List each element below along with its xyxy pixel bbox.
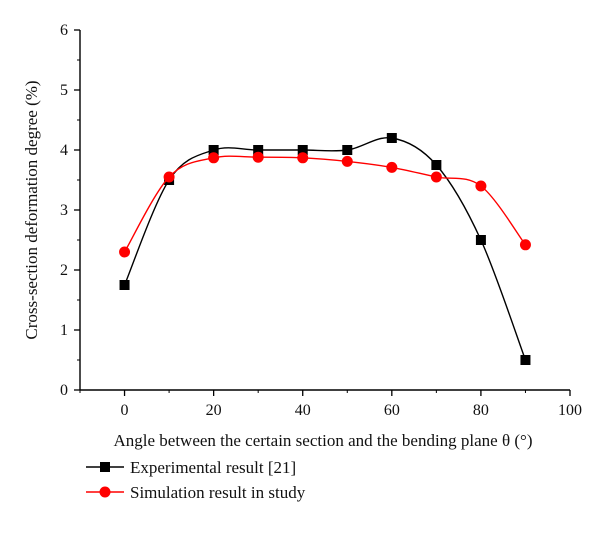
x-axis-title: Angle between the certain section and th… — [113, 431, 532, 450]
x-tick-label: 80 — [473, 402, 489, 419]
simulation-data-point — [208, 152, 220, 164]
experimental-data-point — [342, 145, 353, 155]
y-tick-label: 0 — [60, 382, 68, 399]
y-tick-label: 4 — [60, 142, 68, 159]
experimental-data-point — [208, 145, 219, 155]
simulation-data-point — [430, 171, 442, 183]
experimental-data-point — [386, 133, 397, 143]
y-tick-label: 2 — [60, 262, 68, 279]
x-tick-label: 60 — [384, 402, 400, 419]
y-axis-title: Cross-section deformation degree (%) — [22, 80, 41, 339]
y-tick-label: 1 — [60, 322, 68, 339]
legend: Experimental result [21] Simulation resul… — [86, 458, 306, 502]
simulation-legend-label: Simulation result in study — [130, 483, 306, 502]
simulation-series-line — [123, 155, 527, 253]
simulation-data-point — [252, 151, 264, 163]
simulation-legend-marker — [99, 486, 111, 498]
simulation-data-point — [341, 155, 353, 167]
experimental-legend-marker — [100, 462, 110, 472]
experimental-legend-label: Experimental result [21] — [130, 458, 296, 477]
simulation-data-point — [297, 152, 309, 164]
y-tick-label: 6 — [60, 22, 68, 39]
experimental-series-line — [123, 137, 527, 361]
simulation-data-point — [163, 171, 175, 183]
x-tick-label: 100 — [558, 402, 582, 419]
experimental-data-point — [119, 280, 130, 290]
experimental-data-point — [520, 355, 531, 365]
simulation-data-point — [386, 161, 398, 173]
y-tick-label: 3 — [60, 202, 68, 219]
x-tick-label: 0 — [121, 402, 129, 419]
y-tick-label: 5 — [60, 82, 68, 99]
experimental-data-point — [253, 145, 264, 155]
experimental-data-point — [297, 145, 308, 155]
experimental-data-point — [475, 235, 486, 245]
experimental-data-point — [431, 160, 442, 170]
x-tick-label: 40 — [295, 402, 311, 419]
simulation-data-point — [519, 239, 531, 251]
x-tick-label: 20 — [206, 402, 222, 419]
simulation-data-point — [119, 246, 131, 258]
simulation-data-point — [475, 180, 487, 192]
